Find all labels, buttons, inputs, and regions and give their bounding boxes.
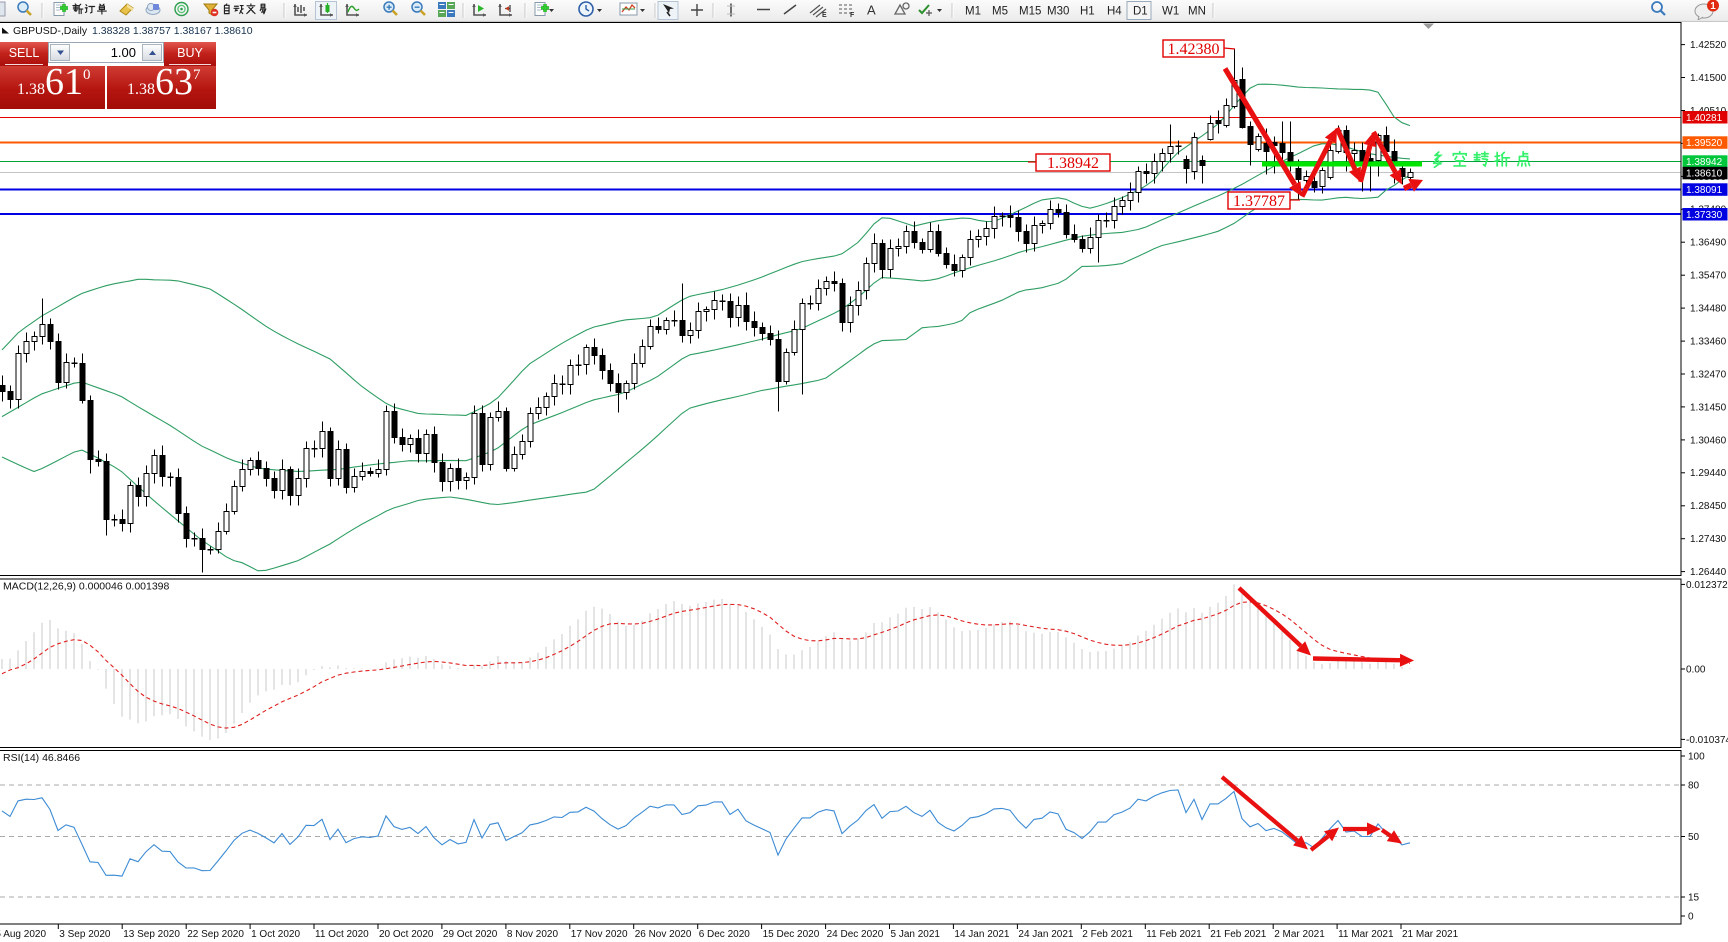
svg-text:M5: M5 [992,6,1008,18]
svg-text:M1: M1 [965,6,981,18]
svg-text:1.34480: 1.34480 [1690,304,1727,315]
svg-text:0: 0 [1688,911,1694,922]
svg-text:-0.010374: -0.010374 [1686,735,1728,746]
svg-text:1 Oct 2020: 1 Oct 2020 [251,929,300,940]
svg-text:A: A [867,3,876,18]
svg-text:MACD(12,26,9) 0.000046 0.00139: MACD(12,26,9) 0.000046 0.001398 [3,581,170,593]
svg-text:H4: H4 [1107,6,1122,18]
svg-text:24 Dec 2020: 24 Dec 2020 [827,929,884,940]
svg-text:1.41500: 1.41500 [1690,73,1727,84]
svg-text:21 Feb 2021: 21 Feb 2021 [1210,929,1267,940]
svg-text:1.38942: 1.38942 [1686,157,1723,168]
svg-text:1.38610: 1.38610 [1686,169,1723,180]
svg-text:1.42520: 1.42520 [1690,40,1727,51]
svg-text:1.32470: 1.32470 [1690,369,1727,380]
svg-text:11 Feb 2021: 11 Feb 2021 [1146,929,1202,940]
svg-text:1.30460: 1.30460 [1690,435,1727,446]
svg-text:H1: H1 [1080,6,1095,18]
svg-text:13 Sep 2020: 13 Sep 2020 [123,929,180,940]
svg-text:1.39520: 1.39520 [1686,138,1723,149]
svg-text:26 Nov 2020: 26 Nov 2020 [635,929,692,940]
svg-text:15: 15 [1688,892,1700,903]
svg-text:1.36490: 1.36490 [1690,238,1727,249]
svg-text:0.00: 0.00 [1686,664,1706,675]
svg-text:GBPUSD-,Daily: GBPUSD-,Daily [13,25,88,37]
svg-text:M30: M30 [1047,6,1069,18]
svg-text:1.27430: 1.27430 [1690,534,1727,545]
svg-text:1.38091: 1.38091 [1686,185,1723,196]
svg-text:80: 80 [1688,780,1700,791]
svg-text:1.26440: 1.26440 [1690,567,1727,578]
svg-text:F: F [850,12,855,19]
svg-text:5 Aug 2020: 5 Aug 2020 [0,929,46,940]
svg-text:1.29440: 1.29440 [1690,468,1727,479]
svg-text:50: 50 [1688,832,1700,843]
svg-text:1.37330: 1.37330 [1686,210,1723,221]
svg-text:1.38328 1.38757 1.38167 1.3861: 1.38328 1.38757 1.38167 1.38610 [92,25,253,37]
svg-text:1.31450: 1.31450 [1690,402,1727,413]
svg-text:W1: W1 [1162,6,1179,18]
svg-text:14 Jan 2021: 14 Jan 2021 [954,929,1009,940]
svg-text:1.37787: 1.37787 [1233,193,1285,210]
svg-text:1.40281: 1.40281 [1686,113,1723,124]
svg-text:11 Oct 2020: 11 Oct 2020 [315,929,369,940]
svg-text:RSI(14) 46.8466: RSI(14) 46.8466 [3,752,80,764]
svg-text:1.38942: 1.38942 [1047,155,1099,172]
svg-text:MN: MN [1188,6,1206,18]
svg-text:1.42380: 1.42380 [1168,41,1220,58]
svg-text:1: 1 [1710,1,1716,12]
svg-text:2 Feb 2021: 2 Feb 2021 [1082,929,1133,940]
svg-text:1.28450: 1.28450 [1690,501,1727,512]
svg-text:0.012372: 0.012372 [1686,580,1728,591]
svg-text:1.33460: 1.33460 [1690,337,1727,348]
svg-text:15 Dec 2020: 15 Dec 2020 [763,929,820,940]
svg-text:M15: M15 [1019,6,1041,18]
svg-text:17 Nov 2020: 17 Nov 2020 [571,929,628,940]
svg-text:11 Mar 2021: 11 Mar 2021 [1338,929,1394,940]
svg-text:24 Jan 2021: 24 Jan 2021 [1018,929,1073,940]
svg-text:29 Oct 2020: 29 Oct 2020 [443,929,498,940]
svg-text:22 Sep 2020: 22 Sep 2020 [187,929,244,940]
svg-text:1.35470: 1.35470 [1690,271,1727,282]
svg-text:D1: D1 [1133,6,1148,18]
svg-text:100: 100 [1688,751,1705,762]
svg-text:E: E [822,12,827,19]
svg-text:5 Jan 2021: 5 Jan 2021 [891,929,941,940]
svg-text:20 Oct 2020: 20 Oct 2020 [379,929,434,940]
svg-text:3 Sep 2020: 3 Sep 2020 [59,929,111,940]
svg-text:2 Mar 2021: 2 Mar 2021 [1274,929,1325,940]
svg-text:6 Dec 2020: 6 Dec 2020 [699,929,751,940]
svg-text:8 Nov 2020: 8 Nov 2020 [507,929,559,940]
svg-text:21 Mar 2021: 21 Mar 2021 [1402,929,1459,940]
